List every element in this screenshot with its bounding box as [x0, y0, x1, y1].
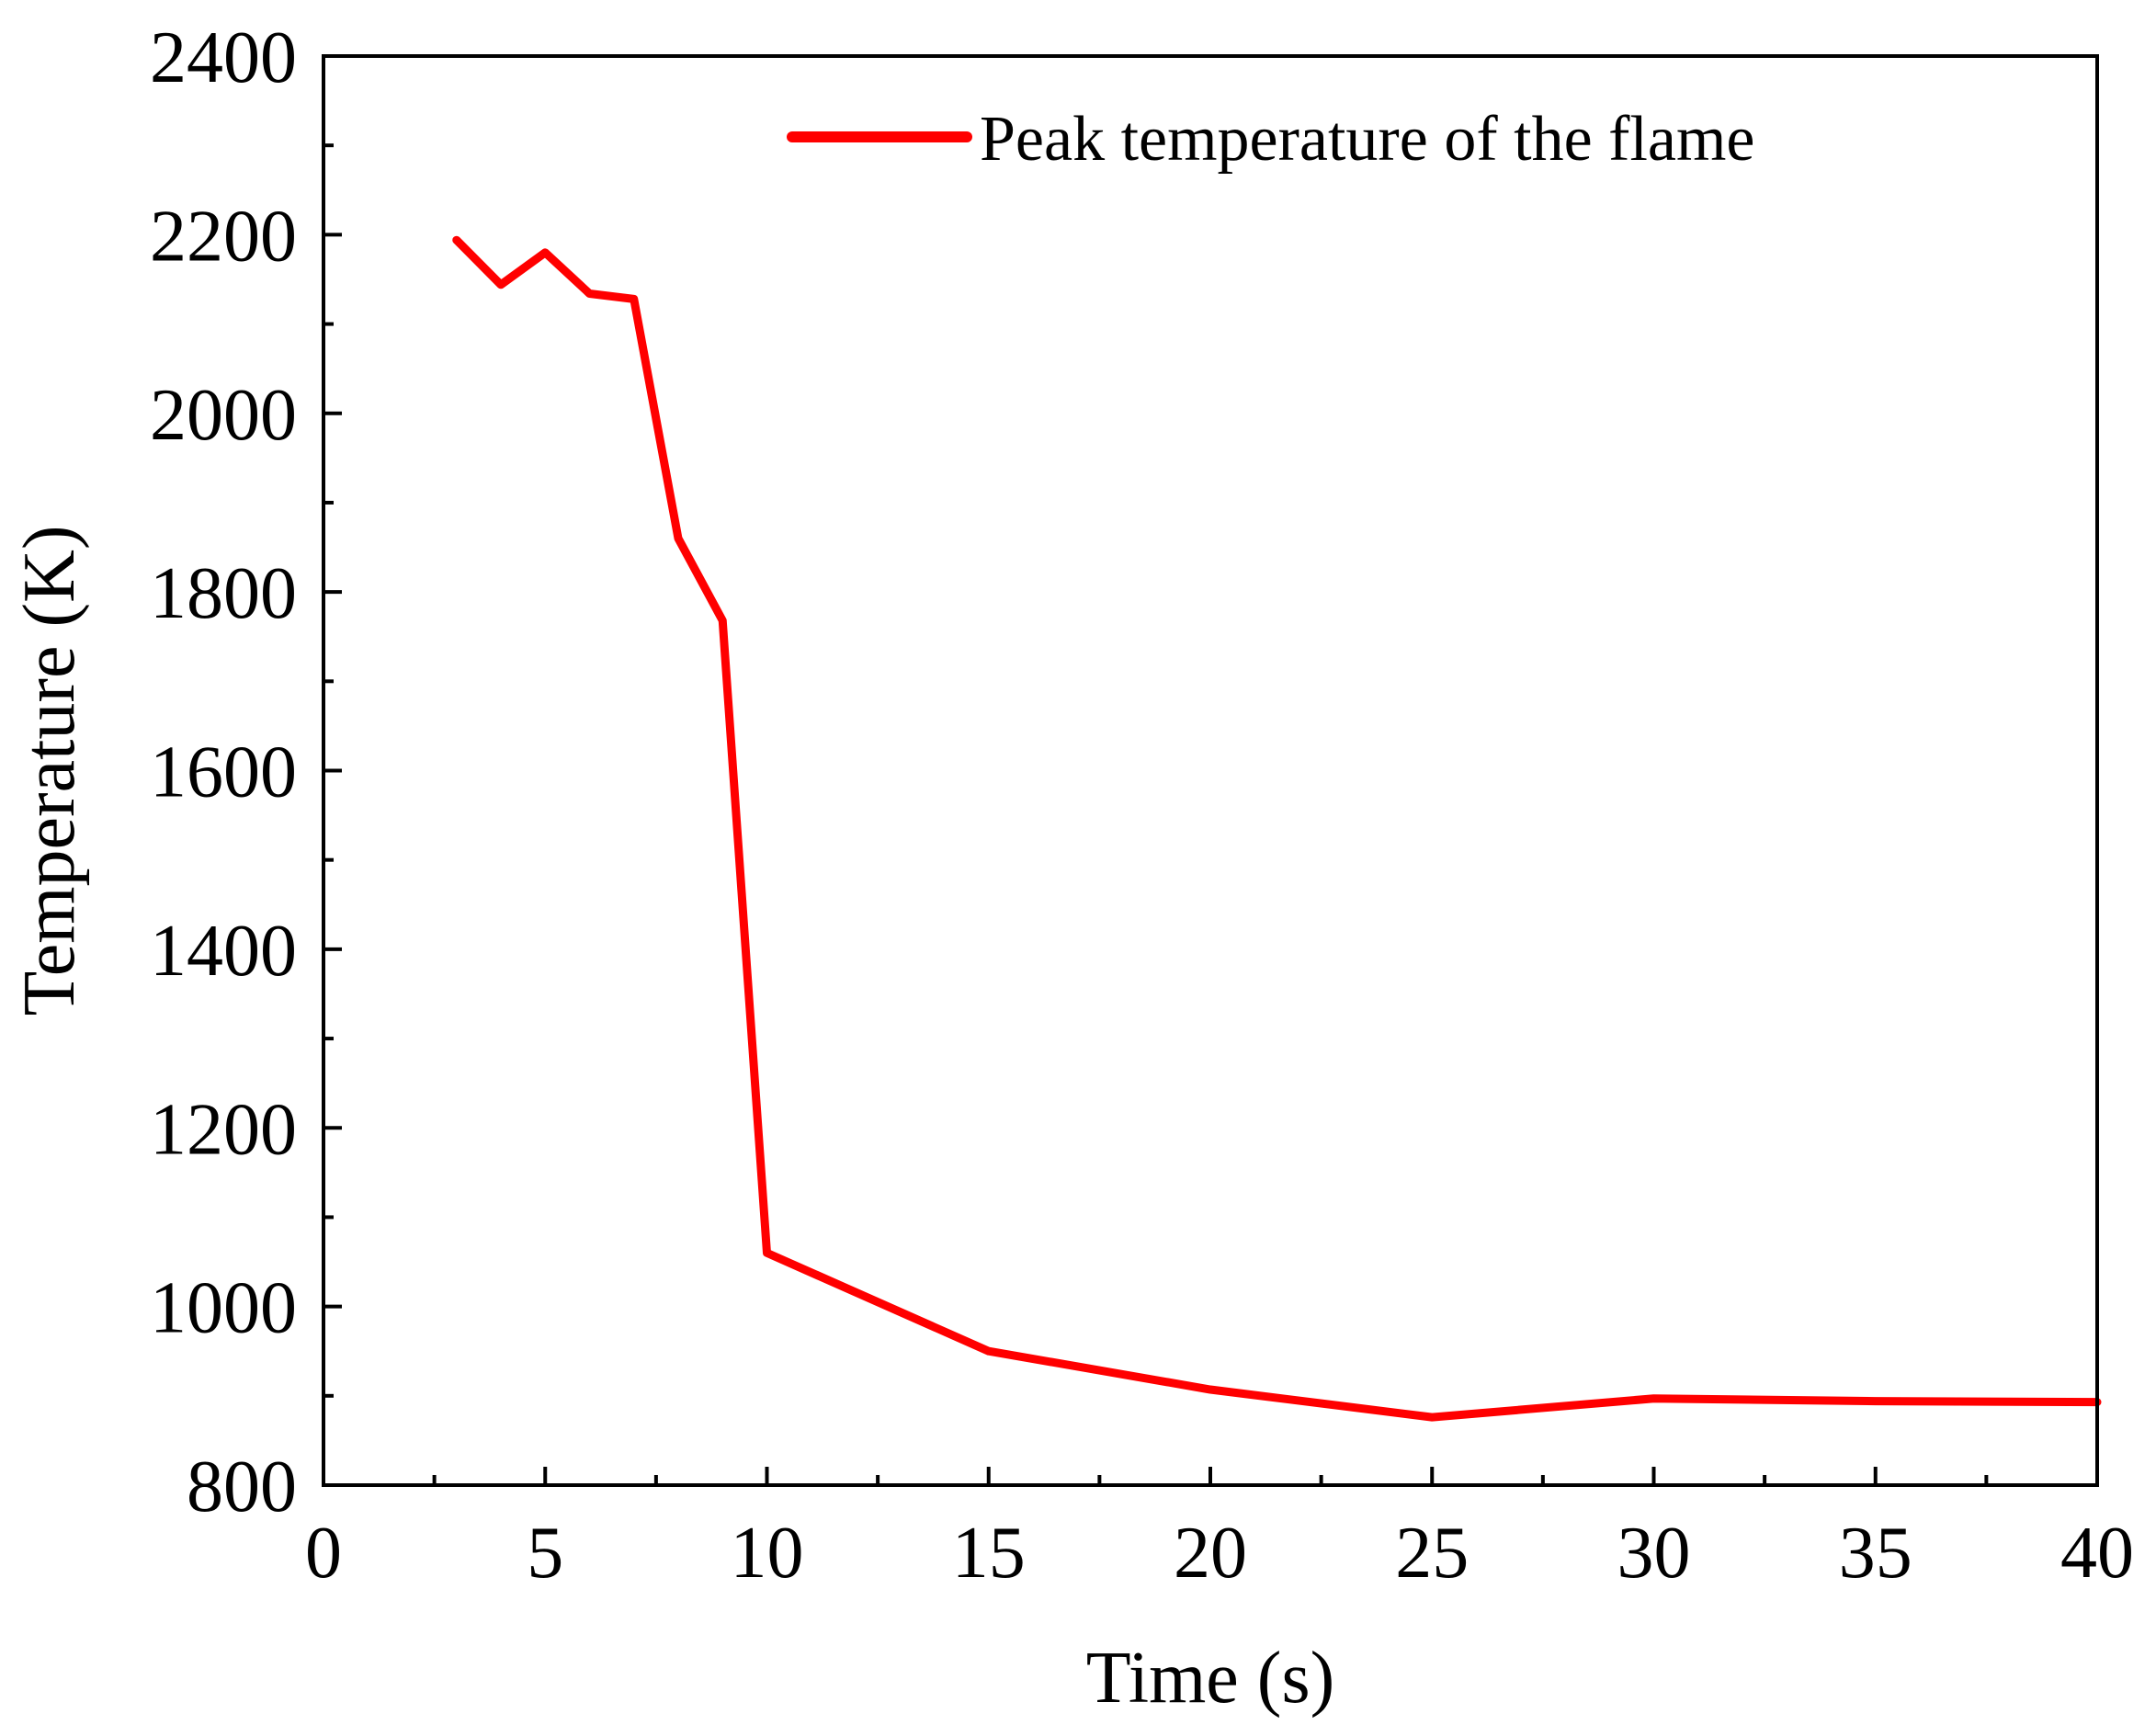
x-tick-label: 35 — [1839, 1513, 1912, 1594]
y-tick-labels: 800 1000 1200 1400 1600 1800 2000 2200 2400 — [150, 17, 297, 1527]
x-tick-labels: 0 5 10 15 20 25 30 35 40 — [305, 1513, 2134, 1594]
legend-label: Peak temperature of the flame — [980, 104, 1755, 175]
series-layer — [452, 235, 2102, 1422]
plot-frame — [322, 54, 2099, 1487]
x-tick-label: 20 — [1174, 1513, 1247, 1594]
y-tick-label: 1400 — [150, 911, 297, 992]
y-tick-label: 2200 — [150, 196, 297, 277]
legend: Peak temperature of the flame — [787, 104, 1755, 175]
x-tick-label: 10 — [731, 1513, 804, 1594]
y-tick-label: 1600 — [150, 732, 297, 813]
y-tick-label: 1000 — [150, 1268, 297, 1349]
tick-marks — [322, 54, 2099, 1487]
x-tick-label: 0 — [305, 1513, 342, 1594]
x-tick-label: 5 — [527, 1513, 563, 1594]
series-line — [452, 235, 2102, 1422]
y-tick-label: 1200 — [150, 1089, 297, 1170]
y-axis-label: Temperature (K) — [9, 525, 90, 1016]
x-tick-label: 30 — [1617, 1513, 1691, 1594]
y-tick-label: 1800 — [150, 553, 297, 634]
x-tick-label: 40 — [2060, 1513, 2134, 1594]
x-tick-label: 25 — [1395, 1513, 1469, 1594]
y-tick-label: 2000 — [150, 375, 297, 456]
y-tick-label: 800 — [187, 1447, 297, 1527]
x-tick-label: 15 — [952, 1513, 1026, 1594]
y-tick-label: 2400 — [150, 17, 297, 98]
x-axis-label: Time (s) — [1086, 1638, 1334, 1719]
